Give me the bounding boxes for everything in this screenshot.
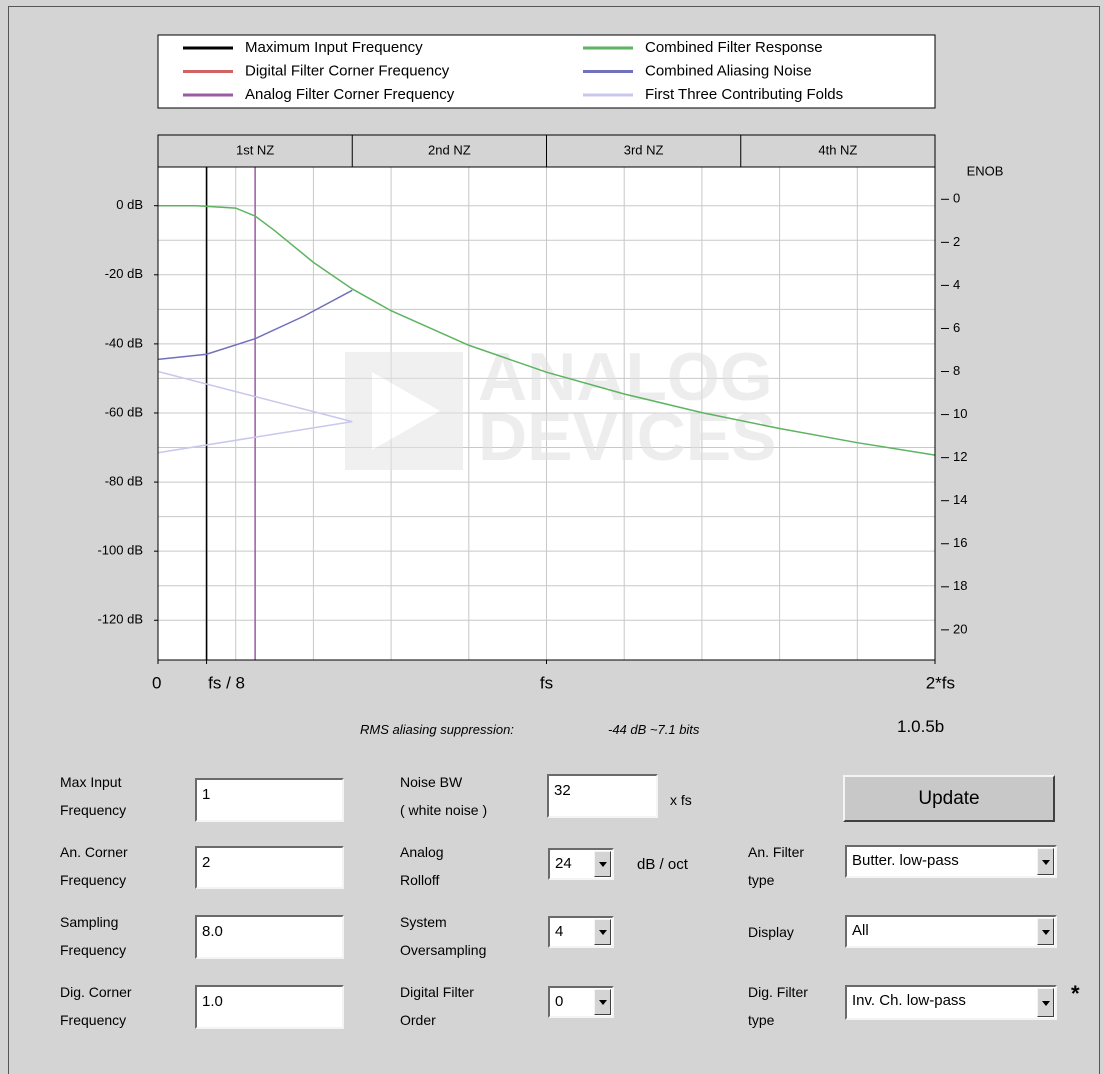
status-value: -44 dB ~7.1 bits bbox=[608, 722, 700, 737]
field-label: Analog Rolloff bbox=[400, 844, 444, 888]
y2-tick-label: 0 bbox=[953, 191, 960, 206]
y2-tick-label: 10 bbox=[953, 406, 967, 421]
legend-box bbox=[157, 34, 936, 109]
note-mark: * bbox=[1071, 981, 1080, 1006]
x-tick-label: fs bbox=[540, 673, 553, 692]
y-tick-label: 0 dB bbox=[116, 197, 143, 212]
field-label: Dig. Filter type bbox=[748, 984, 808, 1028]
zone-label: 4th NZ bbox=[818, 142, 857, 157]
series-line bbox=[157, 370, 353, 454]
y2-tick-label: 16 bbox=[953, 535, 967, 550]
watermark-text: ANALOG bbox=[478, 339, 773, 415]
field-label: Digital Filter Order bbox=[400, 984, 474, 1028]
text-input[interactable]: 1.0 bbox=[195, 985, 344, 1029]
y-tick-label: -20 dB bbox=[105, 266, 143, 281]
series-line bbox=[158, 204, 936, 456]
version: 1.0.5b bbox=[897, 717, 945, 736]
chart: Maximum Input Frequency Digital Filter Co… bbox=[97, 34, 1004, 692]
field-label: Noise BW( white noise ) bbox=[400, 774, 488, 818]
status-label: RMS aliasing suppression: bbox=[360, 722, 514, 737]
legend-label: First Three Contributing Folds bbox=[645, 86, 843, 103]
zone-label: 1st NZ bbox=[236, 142, 274, 157]
field-label: Display bbox=[748, 924, 794, 940]
unit-label: dB / oct bbox=[637, 856, 688, 873]
y2-tick-label: 20 bbox=[953, 621, 967, 636]
legend: Maximum Input Frequency Digital Filter Co… bbox=[183, 39, 843, 103]
series-line bbox=[157, 289, 353, 361]
watermark-text: DEVICES bbox=[478, 399, 777, 475]
text-input[interactable]: 2 bbox=[195, 846, 344, 889]
dropdown[interactable]: 24 bbox=[548, 848, 614, 880]
dropdown[interactable]: Butter. low-pass bbox=[845, 845, 1057, 878]
x-tick-label: 0 bbox=[152, 673, 161, 692]
y2-tick-label: 14 bbox=[953, 492, 967, 507]
legend-label: Combined Aliasing Noise bbox=[645, 62, 812, 79]
y2-tick-label: 2 bbox=[953, 234, 960, 249]
y2-tick-label: 12 bbox=[953, 449, 967, 464]
y2-axis-label: ENOB bbox=[967, 163, 1004, 178]
dropdown[interactable]: 0 bbox=[548, 986, 614, 1018]
x-tick-label: fs / 8 bbox=[208, 673, 245, 692]
zone-label: 2nd NZ bbox=[428, 142, 471, 157]
legend-label: Analog Filter Corner Frequency bbox=[245, 86, 455, 103]
text-input[interactable]: 1 bbox=[195, 778, 344, 822]
field-label: Max Input Frequency bbox=[60, 774, 127, 818]
watermark: ANALOG DEVICES bbox=[345, 339, 777, 475]
field-label: Sampling Frequency bbox=[60, 914, 127, 958]
legend-label: Digital Filter Corner Frequency bbox=[245, 62, 450, 79]
field-label: An. Filter type bbox=[748, 844, 805, 888]
watermark-logo-triangle bbox=[372, 372, 440, 450]
y-tick-label: -40 dB bbox=[105, 335, 143, 350]
y-tick-label: -80 dB bbox=[105, 474, 143, 489]
y2-tick-label: 6 bbox=[953, 320, 960, 335]
dropdown[interactable]: Inv. Ch. low-pass bbox=[845, 985, 1057, 1020]
text-input[interactable]: 32 bbox=[547, 774, 658, 818]
window-frame bbox=[8, 6, 1100, 1074]
plot-border bbox=[157, 166, 936, 661]
y-tick-label: -100 dB bbox=[97, 543, 143, 558]
field-label: Dig. Corner Frequency bbox=[60, 984, 132, 1028]
y-tick-label: -60 dB bbox=[105, 404, 143, 419]
update-button[interactable]: Update bbox=[843, 775, 1055, 822]
y2-tick-label: 4 bbox=[953, 277, 960, 292]
dropdown[interactable]: 4 bbox=[548, 916, 614, 948]
x-tick-label: 2*fs bbox=[926, 673, 955, 692]
field-label: An. Corner Frequency bbox=[60, 844, 128, 888]
legend-label: Combined Filter Response bbox=[645, 39, 823, 56]
y-tick-label: -120 dB bbox=[97, 612, 143, 627]
dropdown[interactable]: All bbox=[845, 915, 1057, 948]
field-label: System Oversampling bbox=[400, 914, 487, 958]
y2-tick-label: 18 bbox=[953, 578, 967, 593]
unit-label: x fs bbox=[670, 792, 692, 808]
zone-label: 3rd NZ bbox=[624, 142, 664, 157]
text-input[interactable]: 8.0 bbox=[195, 915, 344, 959]
legend-label: Maximum Input Frequency bbox=[245, 39, 423, 56]
y2-tick-label: 8 bbox=[953, 363, 960, 378]
